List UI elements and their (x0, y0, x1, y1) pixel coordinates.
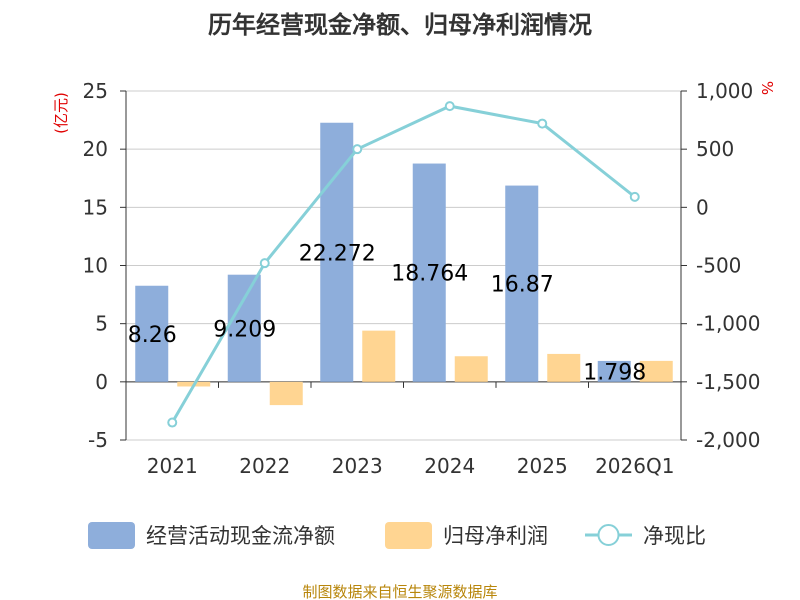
left-tick-label: -5 (88, 428, 108, 452)
legend-ratio-label: 净现比 (643, 524, 706, 548)
ratio-point (259, 258, 270, 269)
left-tick-label: 5 (95, 312, 108, 336)
ratio-point (444, 101, 455, 112)
ratio-point (629, 191, 640, 202)
ratio-point (167, 417, 178, 428)
left-tick-label: 15 (83, 195, 108, 219)
cashflow-data-label: 18.764 (391, 262, 468, 287)
ratio-line-path (170, 104, 636, 424)
cashflow-bar (320, 122, 354, 382)
ratio-point (352, 144, 363, 155)
right-tick-label: -1,000 (696, 312, 760, 336)
legend-ratio-marker (597, 524, 620, 546)
cashflow-bar (505, 185, 539, 382)
net-profit-bar (362, 330, 396, 382)
x-tick-label: 2025 (517, 454, 568, 478)
right-tick-label: -2,000 (696, 428, 760, 452)
left-tick-label: 20 (83, 137, 108, 161)
cashflow-data-label: 8.26 (128, 323, 177, 348)
legend-cashflow-swatch (88, 522, 135, 549)
cashflow-bar (412, 163, 446, 382)
source-note: 制图数据来自恒生聚源数据库 (302, 583, 497, 600)
right-tick-label: -1,500 (696, 370, 760, 394)
x-tick-label: 2022 (239, 454, 290, 478)
data-labels: 8.26 9.209 22.272 18.764 16.87 1.798 (128, 241, 646, 385)
right-axis-unit: % (758, 81, 776, 95)
left-axis-unit: (亿元) (52, 92, 70, 134)
right-tick-label: 0 (696, 195, 709, 219)
net-profit-bar (547, 353, 581, 382)
cashflow-bar (227, 274, 261, 382)
net-profit-bar (639, 360, 673, 382)
right-tick-label: 1,000 (696, 79, 753, 103)
cashflow-data-label: 22.272 (299, 241, 376, 266)
legend-cashflow-label: 经营活动现金流净额 (146, 524, 335, 548)
cashflow-data-label: 1.798 (583, 360, 646, 385)
left-tick-label: 10 (83, 254, 108, 278)
cashflow-bar (135, 285, 169, 382)
x-tick-label: 2024 (424, 454, 475, 478)
cashflow-bar (597, 360, 631, 382)
x-tick-label: 2021 (147, 454, 198, 478)
right-tick-label: -500 (696, 254, 741, 278)
net-profit-bar (269, 381, 303, 406)
bars (135, 122, 673, 406)
legend-profit-swatch (385, 522, 432, 549)
left-tick-label: 25 (83, 79, 108, 103)
net-profit-bar (454, 356, 488, 382)
legend-profit-label: 归母净利润 (443, 524, 548, 548)
ratio-line (167, 101, 640, 428)
x-tick-label: 2026Q1 (595, 454, 674, 478)
cashflow-data-label: 9.209 (213, 317, 276, 342)
right-tick-label: 500 (696, 137, 734, 161)
ratio-point (537, 118, 548, 129)
legend: 经营活动现金流净额 归母净利润 净现比 (88, 522, 706, 549)
x-tick-label: 2023 (332, 454, 383, 478)
left-tick-label: 0 (95, 370, 108, 394)
chart-title: 历年经营现金净额、归母净利润情况 (208, 11, 592, 39)
cashflow-data-label: 16.87 (491, 273, 554, 298)
